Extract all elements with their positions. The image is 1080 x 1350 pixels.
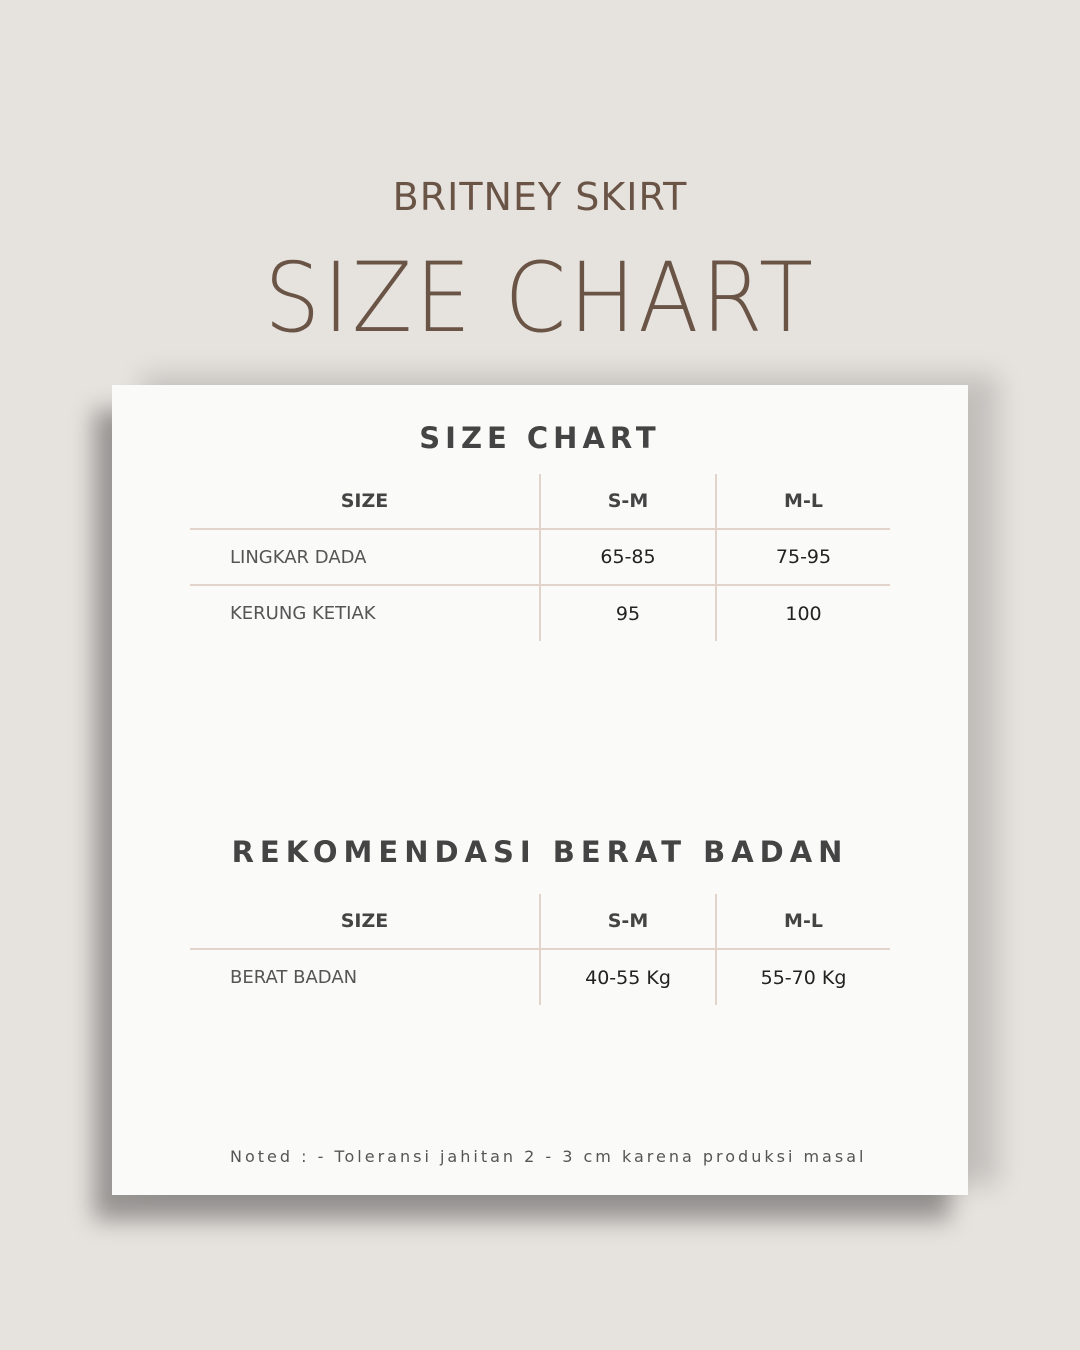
table-row: KERUNG KETIAK 95 100 — [190, 585, 890, 641]
row-label: KERUNG KETIAK — [230, 603, 376, 624]
size-chart-card: SIZE CHART SIZE S-M M-L LINGKAR DADA 65-85 7… — [112, 385, 968, 1195]
cell: 95 — [539, 585, 717, 641]
row-label: BERAT BADAN — [230, 967, 358, 988]
header-cell: S-M — [539, 894, 717, 950]
table-row: BERAT BADAN 40-55 Kg 55-70 Kg — [190, 949, 890, 1005]
header-cell: S-M — [539, 474, 717, 530]
header-cell: M-L — [716, 474, 890, 530]
cell: 100 — [785, 602, 822, 625]
size-chart-heading: SIZE CHART — [419, 421, 661, 455]
weight-table: SIZE S-M M-L BERAT BADAN 40-55 Kg 55-70 Kg — [190, 894, 890, 1005]
cell: 55-70 Kg — [760, 966, 847, 989]
page-title: SIZE CHART — [264, 242, 816, 354]
table-row: LINGKAR DADA 65-85 75-95 — [190, 529, 890, 586]
cell: 65-85 — [539, 529, 717, 586]
size-chart-table: SIZE S-M M-L LINGKAR DADA 65-85 75-95 KERUNG… — [190, 474, 890, 641]
product-name: BRITNEY SKIRT — [392, 175, 688, 219]
cell: 40-55 Kg — [539, 949, 717, 1005]
note-text: Noted : - Toleransi jahitan 2 - 3 cm kar… — [230, 1147, 867, 1166]
weight-heading: REKOMENDASI BERAT BADAN — [231, 835, 849, 869]
table-header-row: SIZE S-M M-L — [190, 894, 890, 950]
row-label: LINGKAR DADA — [190, 529, 540, 586]
header-cell: M-L — [716, 894, 890, 950]
table-header-row: SIZE S-M M-L — [190, 474, 890, 530]
header-cell: SIZE — [190, 894, 540, 950]
header-cell: SIZE — [190, 474, 540, 530]
cell: 75-95 — [716, 529, 890, 586]
